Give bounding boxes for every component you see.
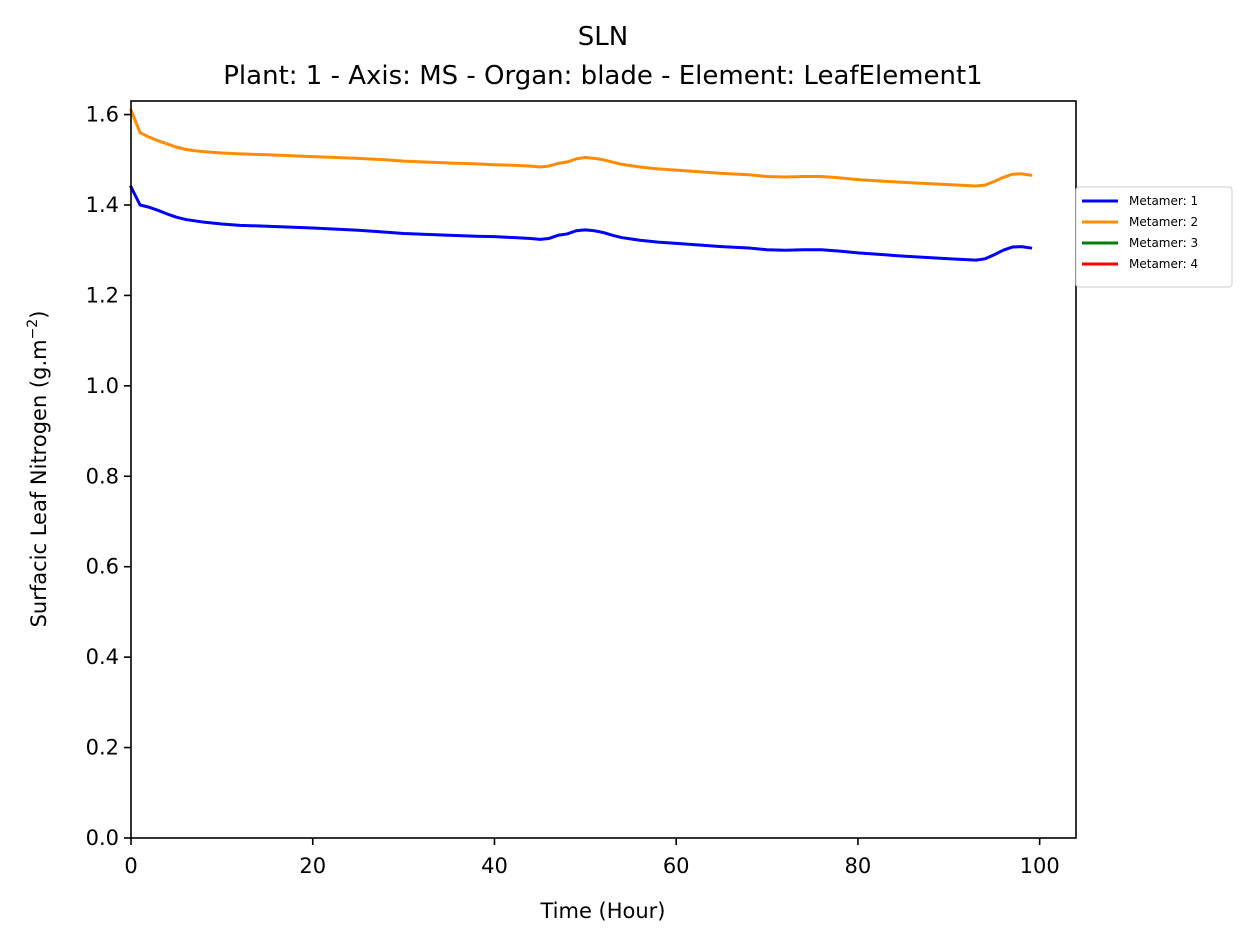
legend: Metamer: 1 Metamer: 2 Metamer: 3 Metamer: 4 <box>1075 186 1233 288</box>
y-axis-label: Surfacic Leaf Nitrogen (g.m−2) <box>25 311 51 628</box>
legend-label-4: Metamer: 4 <box>1129 257 1198 271</box>
chart-title: SLN <box>578 22 628 52</box>
y-tick-label: 1.0 <box>86 374 119 398</box>
y-axis: 0.0 0.2 0.4 0.6 0.8 1.0 1.2 1.4 1.6 <box>86 103 131 850</box>
plot-series-group <box>128 108 1033 262</box>
y-tick-label: 1.4 <box>86 193 119 217</box>
y-axis-label-suffix: ) <box>27 311 51 319</box>
series-line-1 <box>128 184 1033 262</box>
legend-frame <box>1075 186 1233 288</box>
legend-label-2: Metamer: 2 <box>1129 215 1198 229</box>
x-tick-label: 0 <box>124 854 137 878</box>
y-tick-label: 0.6 <box>86 555 119 579</box>
chart-subtitle: Plant: 1 - Axis: MS - Organ: blade - Ele… <box>223 61 982 91</box>
legend-label-3: Metamer: 3 <box>1129 236 1198 250</box>
x-axis: 0 20 40 60 80 100 <box>124 838 1060 878</box>
x-tick-label: 60 <box>663 854 690 878</box>
x-tick-label: 100 <box>1020 854 1060 878</box>
plot-frame <box>130 100 1077 839</box>
y-tick-label: 0.4 <box>86 645 119 669</box>
y-axis-label-main: Surfacic Leaf Nitrogen (g.m <box>27 339 51 627</box>
y-axis-label-superscript: −2 <box>25 319 41 340</box>
y-tick-label: 0.8 <box>86 464 119 488</box>
x-tick-label: 80 <box>845 854 872 878</box>
y-tick-label: 0.2 <box>86 736 119 760</box>
x-axis-label: Time (Hour) <box>539 899 665 923</box>
y-tick-label: 1.2 <box>86 283 119 307</box>
x-tick-label: 20 <box>299 854 326 878</box>
x-tick-label: 40 <box>481 854 508 878</box>
y-tick-label: 1.6 <box>86 103 119 127</box>
series-line-2 <box>129 108 1033 188</box>
y-tick-label: 0.0 <box>86 826 119 850</box>
legend-label-1: Metamer: 1 <box>1129 194 1198 208</box>
